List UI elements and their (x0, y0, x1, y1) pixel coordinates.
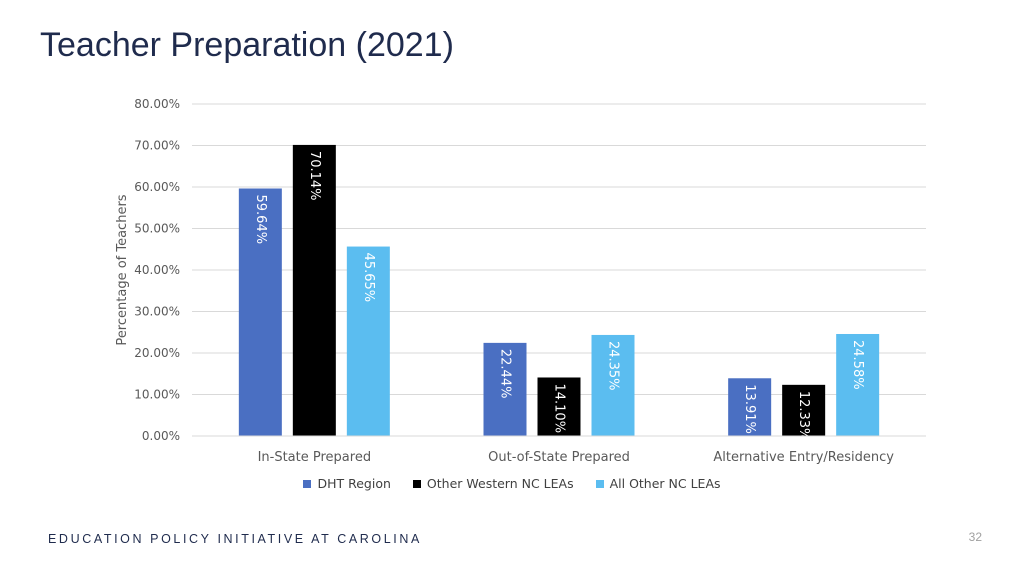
data-label: 14.10% (552, 383, 567, 433)
bar (728, 378, 772, 436)
bar (591, 334, 635, 436)
legend-swatch (303, 479, 312, 488)
legend-label: Other Western NC LEAs (426, 476, 574, 491)
data-label: 59.64% (253, 194, 268, 244)
category-label: Alternative Entry/Residency (713, 450, 894, 465)
y-tick-label: 10.00% (134, 388, 180, 402)
chart-legend: DHT Region Other Western NC LEAs All Other… (0, 476, 1024, 491)
category-label: In-State Prepared (258, 450, 372, 465)
data-label: 24.35% (606, 341, 621, 391)
y-tick-label: 20.00% (134, 346, 180, 360)
data-label: 12.33% (796, 391, 811, 441)
bar (782, 384, 826, 436)
legend-item: All Other NC LEAs (595, 476, 721, 491)
y-tick-label: 30.00% (134, 305, 180, 319)
bar (836, 333, 880, 436)
data-label: 70.14% (307, 151, 322, 201)
legend-item: Other Western NC LEAs (412, 476, 574, 491)
legend-label: All Other NC LEAs (609, 476, 721, 491)
legend-label: DHT Region (317, 476, 391, 491)
legend-swatch (412, 479, 421, 488)
y-tick-label: 0.00% (142, 429, 180, 443)
legend-swatch (595, 479, 604, 488)
bar (238, 188, 282, 436)
page-number: 32 (968, 530, 982, 544)
y-tick-label: 70.00% (134, 139, 180, 153)
bar (292, 144, 336, 436)
data-label: 45.65% (361, 253, 376, 303)
y-tick-label: 40.00% (134, 263, 180, 277)
bar (483, 342, 527, 436)
y-tick-label: 80.00% (134, 97, 180, 111)
y-axis-label: Percentage of Teachers (115, 194, 130, 345)
bar (537, 377, 581, 436)
data-label: 24.58% (850, 340, 865, 390)
data-label: 22.44% (498, 349, 513, 399)
footer-text: EDUCATION POLICY INITIATIVE AT CAROLINA (48, 532, 422, 546)
slide-title: Teacher Preparation (2021) (40, 26, 454, 64)
y-tick-label: 60.00% (134, 180, 180, 194)
category-label: Out-of-State Prepared (488, 450, 630, 465)
y-tick-label: 50.00% (134, 222, 180, 236)
bar (346, 246, 390, 436)
legend-item: DHT Region (303, 476, 391, 491)
data-label: 13.91% (742, 384, 757, 434)
